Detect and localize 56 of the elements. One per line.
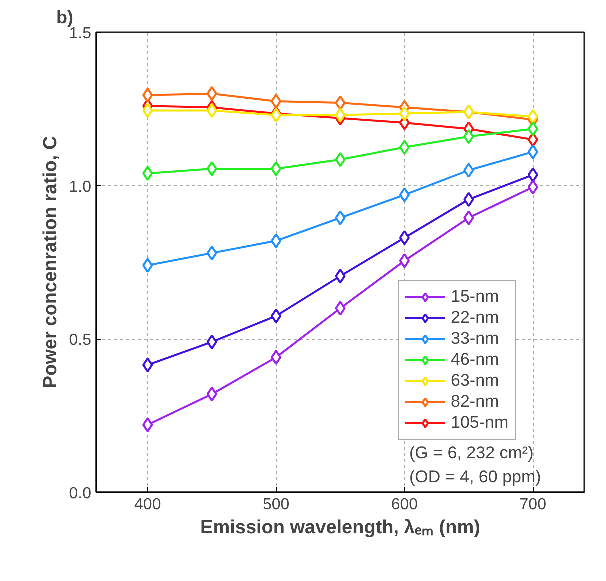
legend-label: 15-nm <box>451 287 500 307</box>
point <box>335 108 346 123</box>
annotation: (OD = 4, 60 ppm) <box>410 468 542 486</box>
y-tick-label: 0.0 <box>69 486 92 502</box>
point <box>206 386 218 402</box>
point <box>142 258 154 274</box>
point <box>399 230 410 246</box>
point <box>142 88 154 103</box>
legend-label: 105-nm <box>451 413 509 433</box>
point <box>528 122 538 137</box>
point <box>335 210 346 226</box>
point <box>399 188 410 203</box>
point <box>335 96 346 111</box>
x-tick-label: 600 <box>391 496 418 514</box>
legend-label: 63-nm <box>451 371 500 391</box>
point <box>206 103 218 118</box>
point <box>464 129 474 144</box>
point <box>528 109 538 124</box>
point <box>270 234 282 249</box>
point <box>270 350 282 366</box>
point <box>142 166 154 182</box>
point <box>464 163 474 178</box>
y-axis-title: Power concenration ratio, C <box>40 136 62 389</box>
point <box>270 161 282 176</box>
point <box>335 152 346 168</box>
y-tick-label: 1.0 <box>69 178 92 196</box>
point <box>206 161 218 176</box>
point <box>399 253 410 268</box>
point <box>206 246 218 261</box>
point <box>142 103 154 118</box>
point <box>528 168 538 183</box>
point <box>270 308 282 324</box>
legend-label: 33-nm <box>451 329 500 349</box>
point <box>270 94 282 109</box>
point <box>399 140 410 155</box>
legend-label: 46-nm <box>451 350 500 370</box>
point <box>528 144 538 160</box>
text: b) <box>56 8 74 28</box>
point <box>464 210 474 226</box>
point <box>142 418 154 433</box>
y-tick-label: 0.5 <box>69 332 92 350</box>
x-tick-label: 500 <box>262 496 290 514</box>
point <box>399 106 410 122</box>
point <box>206 334 218 350</box>
annotation: (G = 6, 232 cm²) <box>410 444 534 462</box>
point <box>206 86 218 102</box>
point <box>335 301 346 316</box>
x-tick-label: 400 <box>134 496 162 514</box>
x-axis-title: Emission wavelength, λₑₘ (nm) <box>200 518 480 538</box>
point <box>464 192 474 208</box>
point <box>528 180 538 195</box>
x-tick-label: 700 <box>520 496 547 514</box>
point <box>335 268 346 284</box>
legend-label: 82-nm <box>451 392 500 412</box>
legend-label: 22-nm <box>451 308 500 328</box>
point <box>142 358 154 373</box>
